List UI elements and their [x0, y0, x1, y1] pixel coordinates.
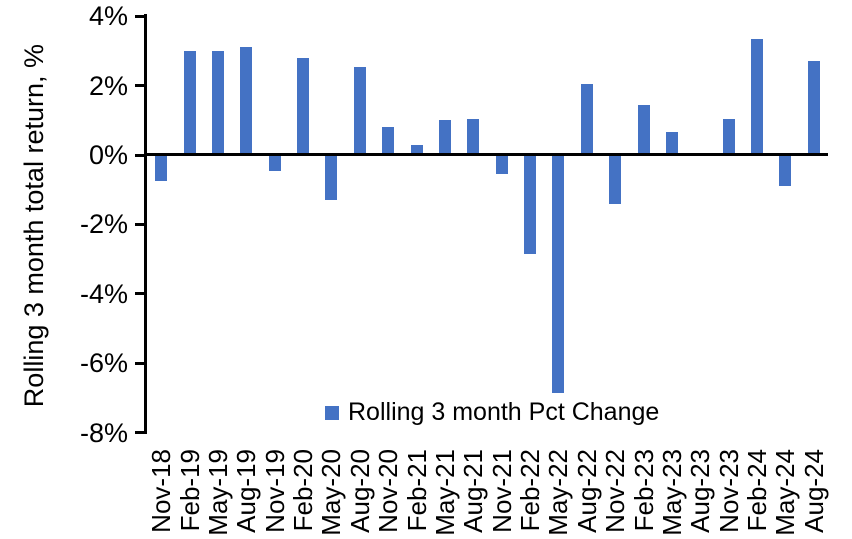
y-tick-mark	[135, 361, 145, 365]
y-tick-label: -6%	[79, 348, 128, 379]
bar-May-22	[552, 155, 565, 393]
bar-Feb-23	[637, 104, 650, 155]
bar-Nov-18	[155, 155, 168, 182]
x-tick-label: Nov-19	[259, 449, 290, 533]
x-tick-label: May-19	[202, 449, 233, 536]
y-tick-label: -8%	[79, 417, 128, 448]
y-tick-label: -4%	[79, 278, 128, 309]
y-tick-mark	[135, 292, 145, 296]
bar-Aug-19	[240, 47, 253, 155]
legend-swatch-icon	[325, 405, 339, 420]
x-tick-label: Aug-21	[458, 449, 489, 533]
bar-Feb-21	[410, 144, 423, 155]
x-tick-label: Feb-21	[401, 449, 432, 532]
y-axis-line	[144, 14, 147, 434]
bar-Feb-22	[524, 155, 537, 254]
x-tick-label: Aug-19	[231, 449, 262, 533]
bar-Aug-24	[807, 61, 820, 155]
x-tick-label: Feb-20	[288, 449, 319, 532]
bar-Feb-20	[297, 57, 310, 155]
bar-Nov-21	[495, 155, 508, 175]
bar-Feb-19	[183, 50, 196, 155]
bar-Nov-20	[382, 127, 395, 155]
x-tick-label: May-20	[316, 449, 347, 536]
bar-Aug-20	[353, 66, 366, 155]
x-tick-label: Nov-21	[486, 449, 517, 533]
y-tick-label: 4%	[88, 1, 128, 32]
y-tick-label: 0%	[88, 140, 128, 170]
x-tick-label: Aug-22	[571, 449, 602, 533]
x-tick-label: Nov-22	[600, 449, 631, 533]
legend: Rolling 3 month Pct Change	[325, 398, 659, 427]
y-tick-label: -2%	[79, 209, 128, 240]
bar-Aug-22	[580, 83, 593, 155]
bar-Nov-19	[268, 155, 281, 171]
x-tick-label: Nov-23	[713, 449, 744, 533]
x-tick-label: Aug-23	[685, 449, 716, 533]
x-tick-label: May-24	[770, 449, 801, 536]
bar-May-19	[211, 50, 224, 155]
bar-May-24	[779, 155, 792, 187]
x-tick-label: May-21	[429, 449, 460, 536]
y-tick-mark	[135, 153, 145, 157]
x-tick-label: May-22	[543, 449, 574, 536]
x-tick-label: Nov-20	[373, 449, 404, 533]
x-tick-label: May-23	[656, 449, 687, 536]
bar-Aug-21	[467, 118, 480, 155]
y-tick-label: 2%	[88, 70, 128, 101]
legend-label: Rolling 3 month Pct Change	[348, 398, 660, 426]
x-tick-label: Feb-19	[174, 449, 205, 532]
x-tick-label: Feb-22	[515, 449, 546, 532]
x-tick-label: Aug-20	[344, 449, 375, 533]
x-tick-label: Aug-24	[798, 449, 829, 533]
y-tick-mark	[135, 84, 145, 88]
bar-May-20	[325, 155, 338, 201]
bar-Nov-22	[609, 155, 622, 204]
x-axis-zero-line	[144, 153, 828, 156]
y-tick-mark	[135, 431, 145, 435]
bar-Nov-23	[722, 118, 735, 155]
bar-May-21	[438, 120, 451, 155]
y-tick-mark	[135, 222, 145, 226]
bar-May-23	[665, 132, 678, 155]
x-tick-label: Feb-24	[742, 449, 773, 532]
x-tick-label: Feb-23	[628, 449, 659, 532]
x-tick-label: Nov-18	[146, 449, 177, 533]
y-tick-mark	[135, 14, 145, 18]
bar-Feb-24	[751, 38, 764, 155]
